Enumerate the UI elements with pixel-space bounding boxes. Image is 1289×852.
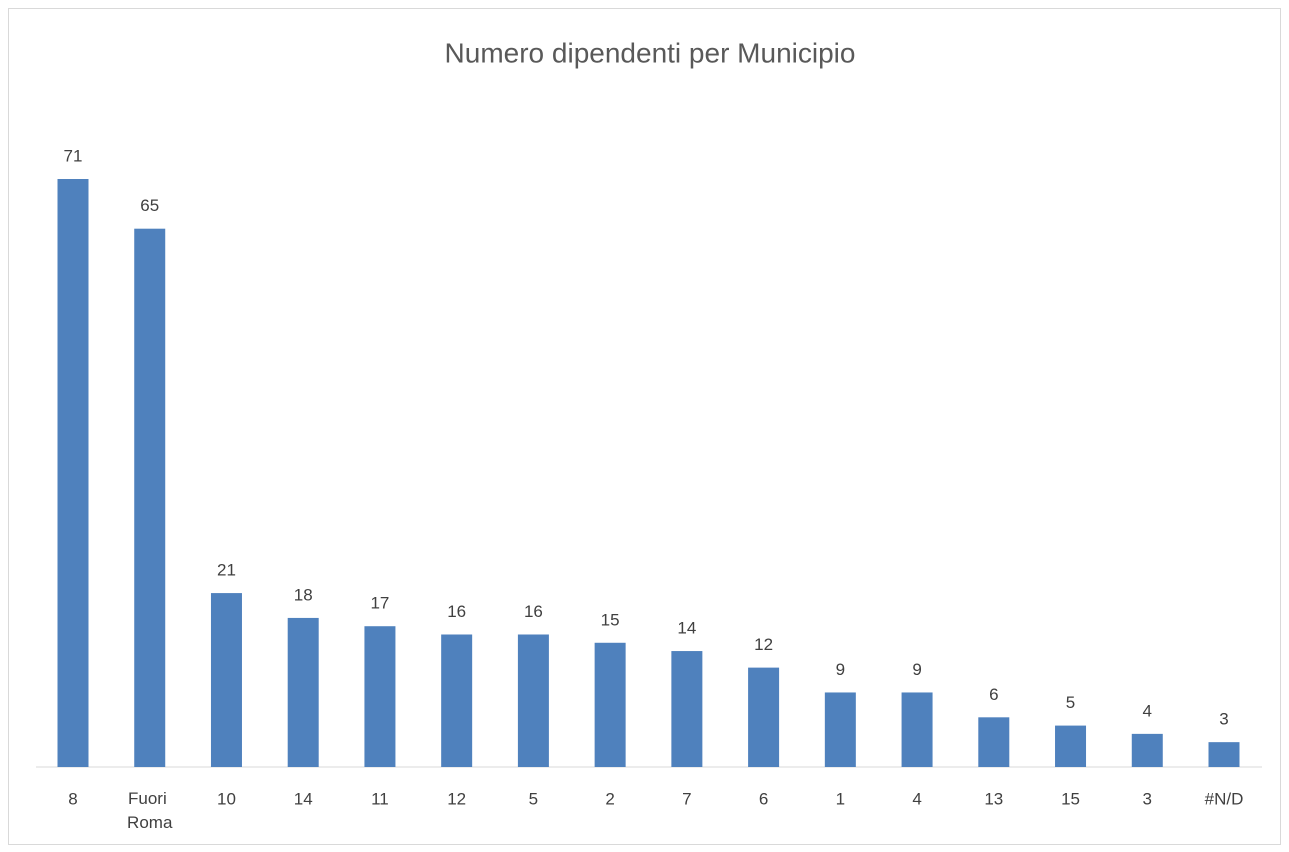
data-label: 21 xyxy=(217,561,236,580)
chart-border xyxy=(8,8,1281,845)
bar xyxy=(57,179,89,767)
data-label: 4 xyxy=(1143,701,1152,720)
x-tick-label: 12 xyxy=(447,789,466,808)
x-tick-label: 1 xyxy=(836,789,845,808)
x-tick-label: 7 xyxy=(682,789,691,808)
data-label: 9 xyxy=(912,660,921,679)
bar xyxy=(441,634,473,767)
x-tick-label: #N/D xyxy=(1205,789,1244,808)
bar xyxy=(287,617,319,767)
data-label: 9 xyxy=(836,660,845,679)
data-label: 16 xyxy=(524,602,543,621)
bar xyxy=(748,667,780,767)
x-tick-label: 15 xyxy=(1061,789,1080,808)
data-label: 3 xyxy=(1219,710,1228,729)
x-tick-label: 8 xyxy=(68,789,77,808)
bar xyxy=(901,692,933,767)
bar xyxy=(517,634,549,767)
x-tick-label: 3 xyxy=(1143,789,1152,808)
data-label: 16 xyxy=(447,602,466,621)
data-label: 65 xyxy=(140,196,159,215)
bar xyxy=(671,651,703,767)
x-tick-label: 13 xyxy=(984,789,1003,808)
data-label: 71 xyxy=(64,146,83,165)
chart-title: Numero dipendenti per Municipio xyxy=(445,37,856,68)
data-label: 18 xyxy=(294,585,313,604)
x-tick-label: 2 xyxy=(605,789,614,808)
data-label: 12 xyxy=(754,635,773,654)
bar xyxy=(1131,733,1163,767)
bar xyxy=(824,692,856,767)
bar xyxy=(594,642,626,767)
x-tick-label: 14 xyxy=(294,789,313,808)
data-label: 14 xyxy=(677,619,696,638)
bar xyxy=(978,717,1010,767)
data-label: 6 xyxy=(989,685,998,704)
bar xyxy=(364,626,396,767)
data-label: 5 xyxy=(1066,693,1075,712)
x-tick-label: 11 xyxy=(371,789,389,808)
data-label: 17 xyxy=(370,594,389,613)
x-tick-label: Fuori Roma xyxy=(127,789,173,832)
x-tick-label: 10 xyxy=(217,789,236,808)
x-tick-label: 5 xyxy=(529,789,538,808)
x-tick-label: 4 xyxy=(912,789,921,808)
bar xyxy=(1055,725,1087,767)
bar xyxy=(210,593,242,767)
data-label: 15 xyxy=(601,610,620,629)
bar xyxy=(1208,742,1240,767)
bar xyxy=(134,228,166,768)
x-tick-label: 6 xyxy=(759,789,768,808)
